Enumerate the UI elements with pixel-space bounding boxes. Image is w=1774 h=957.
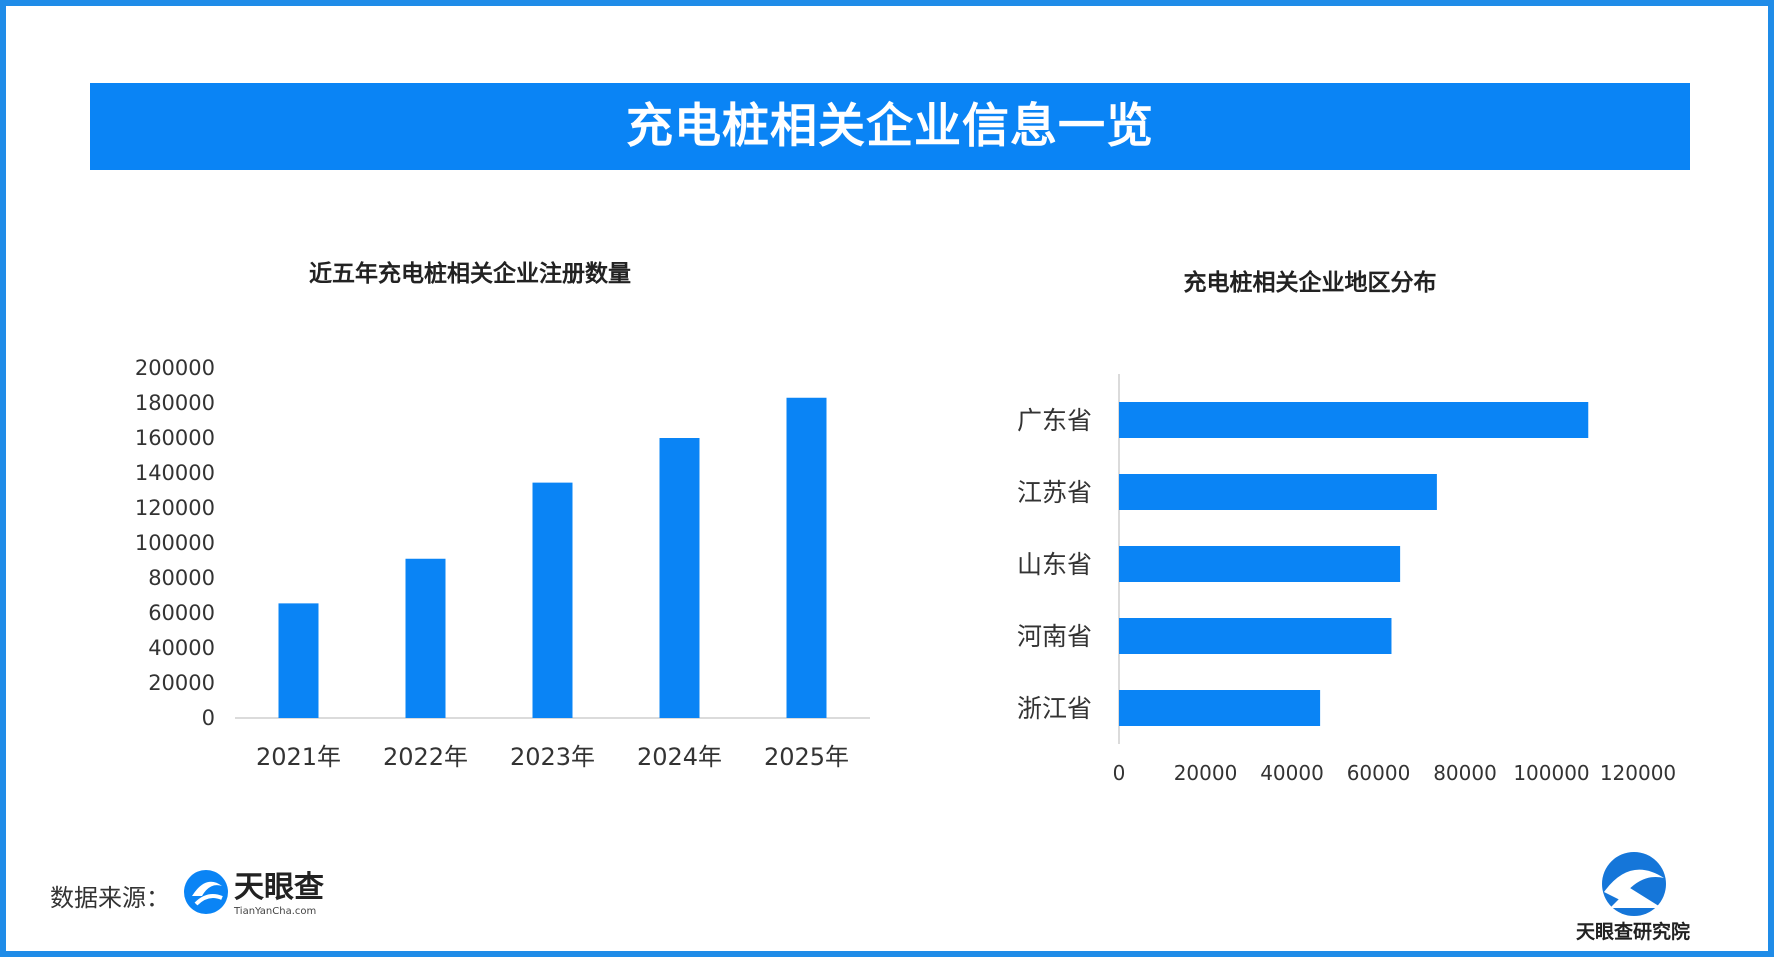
y-tick-label: 160000 [135,426,215,450]
bar [786,397,827,718]
x-tick-label: 120000 [1600,761,1676,785]
bar [659,438,700,718]
institute-logo: 天眼查研究院 [1576,852,1690,942]
x-tick-label: 20000 [1174,761,1238,785]
y-category-label: 江苏省 [1017,478,1092,507]
x-tick-label: 0 [1113,761,1126,785]
x-tick-label: 60000 [1347,761,1411,785]
registration-bar-chart: 0 20000 40000 60000 80000 100000 120000 140000 1… [135,356,870,771]
x-tick-label: 2022年 [383,743,468,771]
title-banner: 充电桩相关企业信息一览 [90,83,1690,170]
y-tick-label: 140000 [135,461,215,485]
y-tick-label: 180000 [135,391,215,415]
bar [405,558,446,718]
bar [532,482,573,718]
x-tick-label: 2021年 [256,743,341,771]
y-category-label: 浙江省 [1017,694,1092,723]
x-tick-label: 2024年 [637,743,722,771]
logo-name: 天眼查 [234,870,324,905]
x-tick-label: 100000 [1513,761,1589,785]
y-tick-label: 120000 [135,496,215,520]
bar [1119,618,1392,654]
y-tick-label: 200000 [135,356,215,380]
bar [1119,690,1321,726]
bar [1119,474,1437,510]
x-tick-label: 40000 [1260,761,1324,785]
tianyancha-logo: 天眼查 TianYanCha.com [184,870,324,917]
y-tick-label: 100000 [135,531,215,555]
institute-name: 天眼查研究院 [1576,920,1690,942]
y-tick-label: 0 [202,706,215,730]
bar [278,603,319,718]
y-category-label: 广东省 [1017,406,1092,435]
x-tick-label: 2023年 [510,743,595,771]
x-tick-label: 2025年 [764,743,849,771]
page-title: 充电桩相关企业信息一览 [626,99,1154,154]
bar [1119,546,1401,582]
y-tick-label: 60000 [148,601,215,625]
y-tick-label: 20000 [148,671,215,695]
bar [1119,402,1589,438]
y-category-label: 山东省 [1017,550,1092,579]
y-tick-label: 80000 [148,566,215,590]
y-tick-label: 40000 [148,636,215,660]
right-chart-title: 充电桩相关企业地区分布 [1183,270,1437,296]
data-source-label: 数据来源： [50,884,170,912]
x-tick-label: 80000 [1433,761,1497,785]
logo-url: TianYanCha.com [233,906,316,917]
y-category-label: 河南省 [1017,622,1092,651]
left-chart-title: 近五年充电桩相关企业注册数量 [309,261,631,287]
